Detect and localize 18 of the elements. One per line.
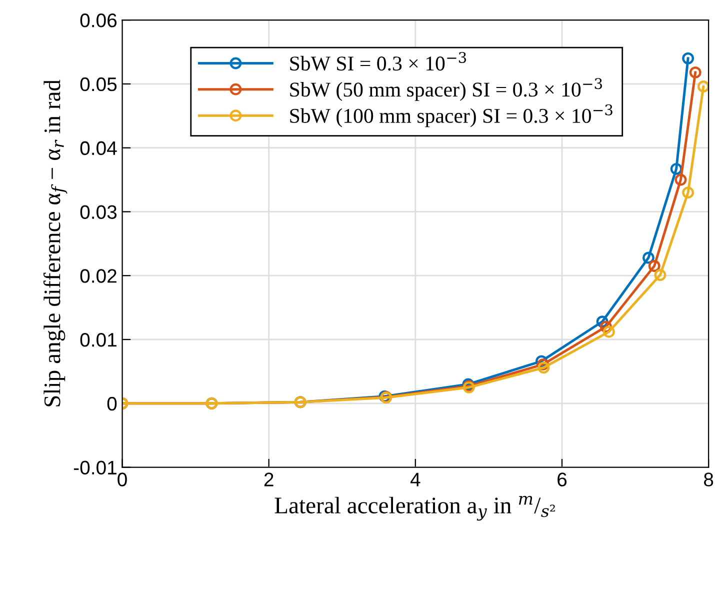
y-tick-label: 0.01 [80,332,116,347]
y-tick-label: 0.03 [80,205,117,219]
y-tick-label: 0.05 [80,77,117,92]
y-axis-title: Slip angle difference α$_{f}$ − α$_{r}$ in rad [43,80,68,406]
x-tick-label: 2 [264,472,274,486]
y-tick-label: -0.01 [74,460,116,475]
legend-label: SbW (100 mm spacer) SI = 0.3 × 10$^{−3}$ [290,104,612,128]
x-tick-label: 8 [704,472,714,486]
x-tick-label: 4 [410,472,420,486]
y-tick-label: 0.02 [80,269,116,283]
y-tick-label: 0 [107,396,117,411]
x-tick-label: 0 [118,472,127,486]
legend-label: SbW SI = 0.3 × 10$^{−3}$ [290,52,466,71]
x-tick-label: 6 [558,472,567,486]
y-tick-label: 0.06 [80,14,117,28]
x-axis-title: Lateral acceleration a$_{y}$ in $^{m}$/$_{s²}$ [274,496,555,521]
y-tick-label: 0.04 [80,141,117,156]
legend-label: SbW (50 mm spacer) SI = 0.3 × 10$^{−3}$ [290,78,602,101]
